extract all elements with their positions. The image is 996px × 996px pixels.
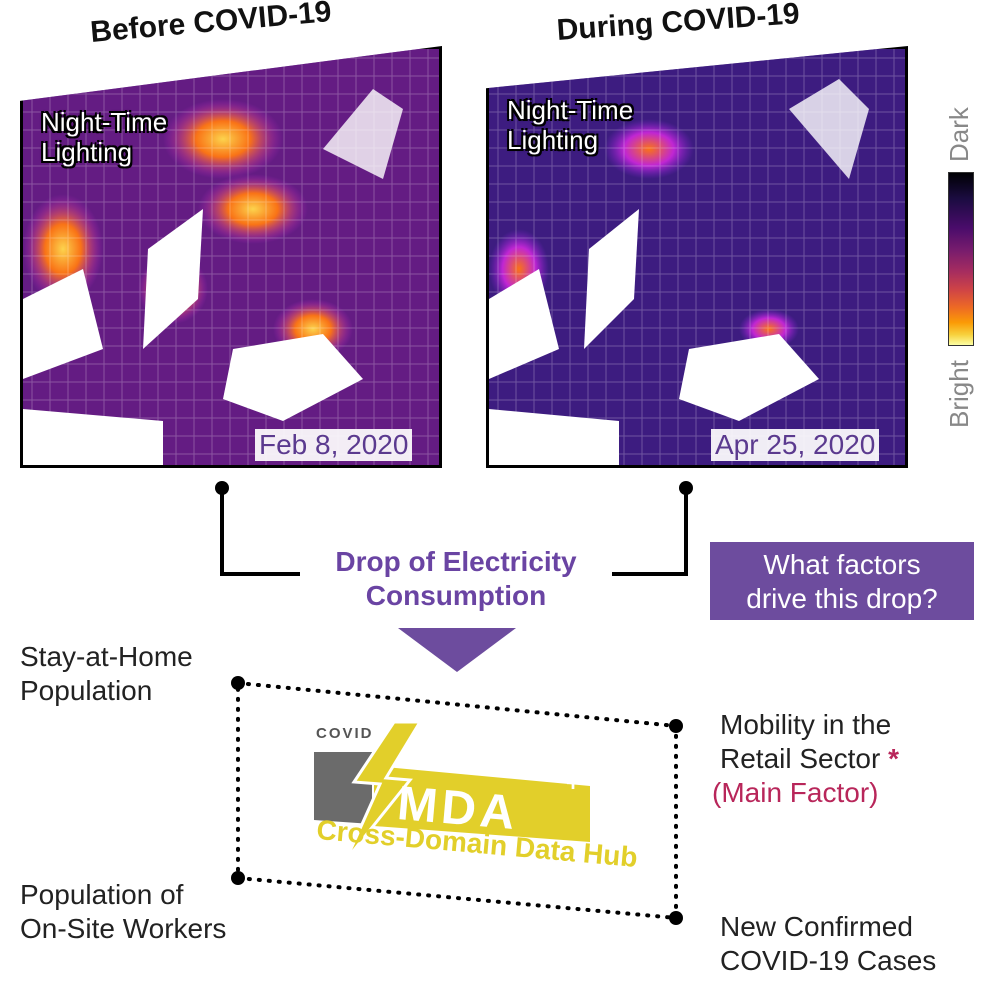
factor-onsite-line1: Population of [20, 879, 184, 910]
factor-onsite-line2: On-Site Workers [20, 913, 227, 944]
drop-label: Drop of Electricity Consumption [300, 545, 612, 613]
factor-mobility-line1: Mobility in the [720, 709, 892, 740]
map-during-label-line1: Night-Time [507, 95, 634, 125]
main-factor-marker: * [888, 743, 899, 774]
factor-mobility-line2: Retail Sector * [720, 742, 899, 776]
factor-stay-home-line1: Stay-at-Home [20, 641, 193, 672]
map-before-label: Night-Time Lighting [41, 107, 167, 167]
lightning-bolt-icon [344, 720, 423, 861]
down-arrow [398, 628, 516, 672]
factor-mobility: Mobility in the Retail Sector * (Main Fa… [712, 708, 899, 810]
map-during-label-line2: Lighting [507, 125, 599, 155]
drop-label-line2: Consumption [365, 580, 547, 611]
map-during-label: Night-Time Lighting [507, 95, 633, 155]
factor-stay-home-line2: Population [20, 675, 153, 706]
question-box: What factors drive this drop? [710, 542, 974, 620]
main-factor-label: (Main Factor) [712, 777, 879, 808]
map-before-graphic [23, 49, 439, 465]
connector-during [612, 481, 693, 576]
colorbar [948, 172, 974, 346]
factor-new-cases: New Confirmed COVID-19 Cases [720, 910, 936, 978]
map-before-date: Feb 8, 2020 [255, 429, 413, 461]
factor-stay-home: Stay-at-Home Population [20, 640, 193, 708]
factor-new-cases-line2: COVID-19 Cases [720, 945, 937, 976]
map-before: Night-Time Lighting Feb 8, 2020 [20, 46, 442, 468]
factor-new-cases-line1: New Confirmed [720, 911, 913, 942]
logo-plus-text: + [566, 770, 581, 797]
question-line1: What factors [763, 549, 921, 580]
map-during-graphic [489, 49, 905, 465]
logo-graphic [314, 720, 590, 861]
map-during-date: Apr 25, 2020 [711, 429, 880, 461]
connector-before [215, 481, 300, 576]
logo-covid-text: COVID [316, 725, 374, 742]
map-before-label-line1: Night-Time [41, 107, 168, 137]
question-line2: drive this drop? [746, 583, 938, 614]
factor-onsite-workers: Population of On-Site Workers [20, 878, 226, 946]
dotted-box [231, 676, 683, 925]
drop-label-line1: Drop of Electricity [335, 546, 577, 577]
map-during: Night-Time Lighting Apr 25, 2020 [486, 46, 908, 468]
factor-mobility-line2-text: Retail Sector [720, 743, 881, 774]
map-before-label-line2: Lighting [41, 137, 133, 167]
